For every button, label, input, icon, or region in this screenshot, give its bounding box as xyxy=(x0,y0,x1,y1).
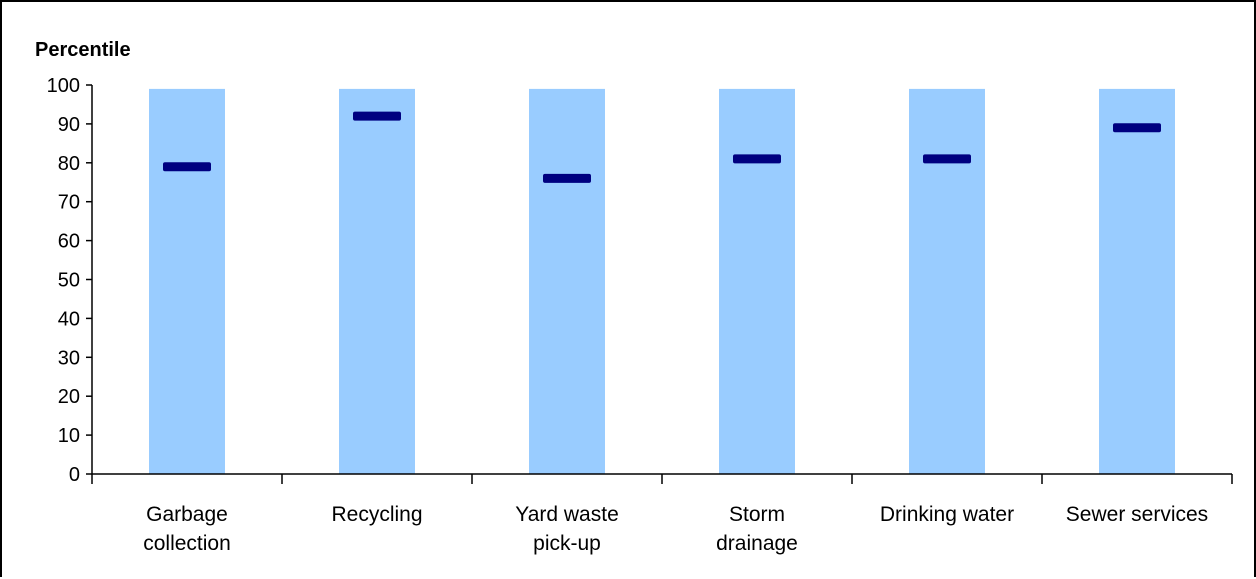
y-tick-label: 100 xyxy=(47,75,80,97)
y-tick-label: 40 xyxy=(58,308,80,330)
percentile-marker xyxy=(733,154,781,164)
y-tick-label: 70 xyxy=(58,192,80,214)
x-category-label: Drinking water xyxy=(880,503,1014,526)
range-bar xyxy=(1099,88,1175,474)
y-tick-label: 80 xyxy=(58,153,80,175)
range-bar xyxy=(909,88,985,474)
range-bar xyxy=(719,88,795,474)
y-tick-label: 10 xyxy=(58,425,80,447)
x-category-label-line: pick-up xyxy=(533,532,601,555)
percentile-marker xyxy=(163,162,211,172)
range-bar xyxy=(529,88,605,474)
x-category-label-line: Drinking water xyxy=(880,503,1014,526)
y-tick-label: 30 xyxy=(58,347,80,369)
y-tick-label: 20 xyxy=(58,386,80,408)
x-category-label-line: Yard waste xyxy=(515,503,619,526)
x-category-label: Garbage collection xyxy=(143,503,231,555)
range-bar xyxy=(339,88,415,474)
percentile-marker xyxy=(353,111,401,121)
y-tick-label: 60 xyxy=(58,231,80,253)
x-category-label-line: Storm xyxy=(729,503,785,526)
y-tick-label: 0 xyxy=(69,464,80,486)
percentile-marker xyxy=(1113,123,1161,133)
percentile-marker xyxy=(543,173,591,183)
x-category-label-line: drainage xyxy=(716,532,798,555)
y-axis-title: Percentile xyxy=(35,39,131,61)
x-category-label: Yard waste pick-up xyxy=(515,503,619,555)
x-category-label-line: Sewer services xyxy=(1066,503,1208,526)
percentile-marker xyxy=(923,154,971,164)
y-tick-label: 50 xyxy=(58,270,80,292)
x-category-label-line: collection xyxy=(143,532,231,555)
x-category-label-line: Recycling xyxy=(331,503,422,526)
x-category-label: Storm drainage xyxy=(716,503,798,555)
x-category-label-line: Garbage xyxy=(146,503,228,526)
x-category-label: Sewer services xyxy=(1066,503,1208,526)
y-tick-label: 90 xyxy=(58,114,80,136)
range-bar xyxy=(149,88,225,474)
x-category-label: Recycling xyxy=(331,503,422,526)
